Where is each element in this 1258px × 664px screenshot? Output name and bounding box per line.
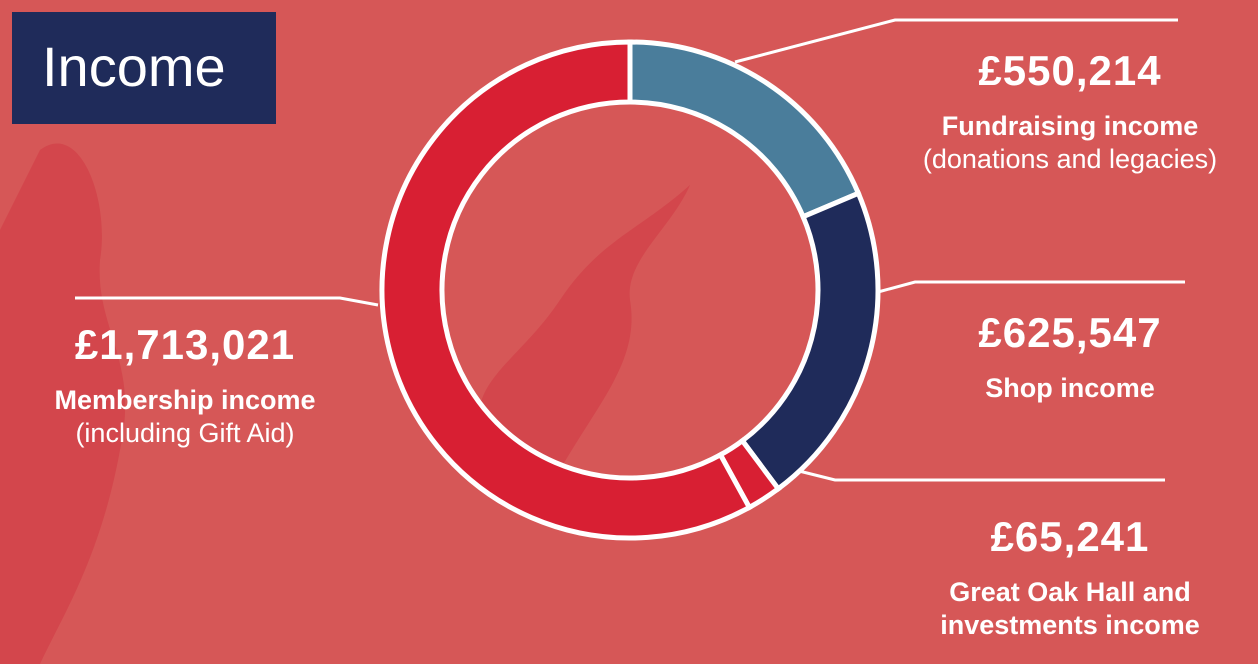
annotation: (including Gift Aid) xyxy=(75,417,295,448)
annotation: (donations and legacies) xyxy=(922,143,1218,174)
value-label: £65,241 xyxy=(990,513,1150,560)
category-name: Fundraising income xyxy=(941,111,1199,142)
donut-segment xyxy=(627,39,862,220)
leader-line xyxy=(734,18,1178,64)
title-box: Income xyxy=(12,12,276,124)
category-label: £1,713,021 Membership income (including Gi… xyxy=(0,320,370,449)
donut-segment xyxy=(738,190,881,493)
chart-title: Income xyxy=(42,35,226,98)
donut xyxy=(379,39,881,541)
category-name: Membership income xyxy=(54,385,316,416)
leader-line xyxy=(794,468,1165,482)
category-label: £625,547 Shop income xyxy=(880,308,1258,405)
value-label: £625,547 xyxy=(978,309,1162,356)
category-name: Great Oak Hall and investments income xyxy=(940,577,1200,640)
category-name: Shop income xyxy=(985,373,1155,404)
leader-line xyxy=(75,296,379,307)
value-label: £550,214 xyxy=(978,47,1162,94)
leaf-decoration xyxy=(478,185,690,470)
category-label: £65,241 Great Oak Hall and investments in… xyxy=(900,512,1240,641)
leader-lines xyxy=(75,18,1185,482)
leader-line xyxy=(877,280,1185,294)
value-label: £1,713,021 xyxy=(74,321,296,368)
category-label: £550,214 Fundraising income (donations and… xyxy=(880,46,1258,175)
leaf-decoration xyxy=(0,143,126,664)
donut-segment xyxy=(379,39,753,541)
